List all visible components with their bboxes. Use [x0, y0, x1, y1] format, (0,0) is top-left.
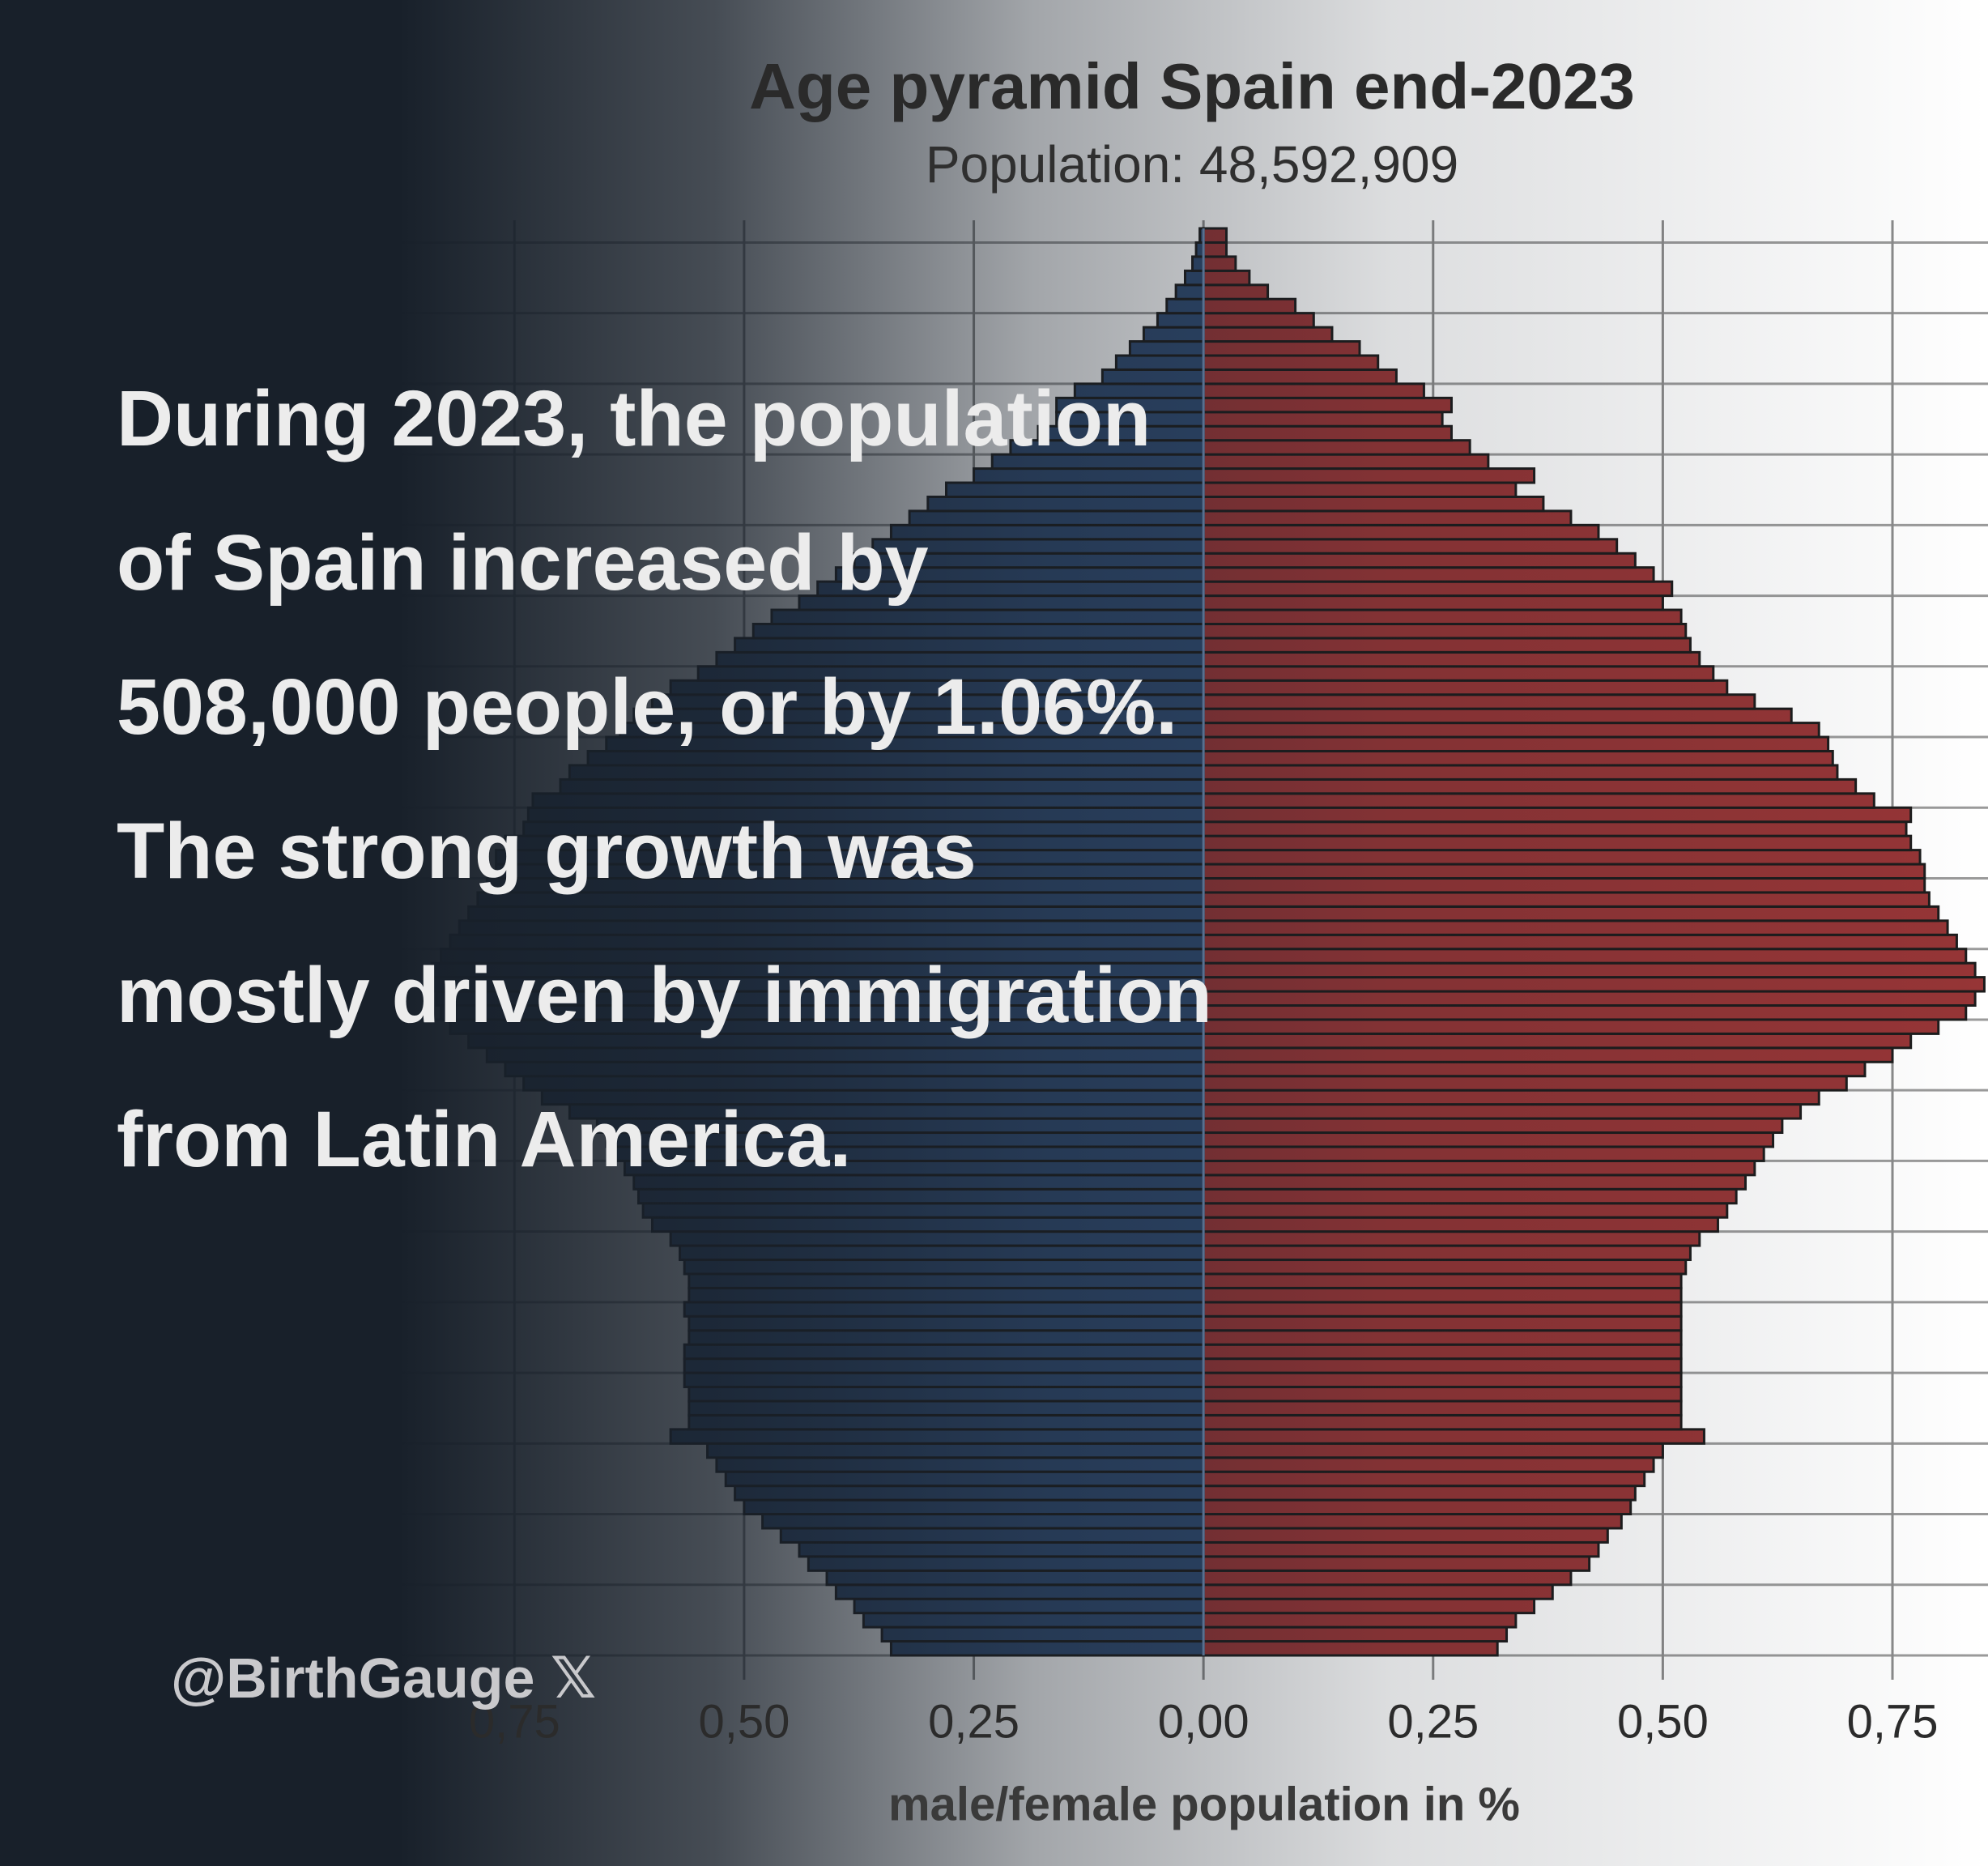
- x-tick-label: 0,50: [698, 1695, 790, 1748]
- x-tick-label: 0,25: [1387, 1695, 1479, 1748]
- x-tick-label: 0,75: [1847, 1695, 1939, 1748]
- x-axis-label: male/female population in %: [888, 1778, 1520, 1830]
- watermark: @BirthGauge 𝕏: [171, 1647, 597, 1710]
- annotation: During 2023, the population of Spain inc…: [117, 347, 1234, 1212]
- x-tick-label: 0,75: [469, 1695, 560, 1748]
- x-tick-label: 0,25: [928, 1695, 1020, 1748]
- chart-title: Age pyramid Spain end-2023: [749, 50, 1635, 122]
- annotation-sentence: During 2023, the population of Spain inc…: [117, 374, 1178, 751]
- chart-subtitle: Population: 48,592,909: [926, 135, 1458, 194]
- x-tick-label: 0,00: [1158, 1695, 1249, 1748]
- annotation-sentence: The strong growth was mostly driven by i…: [117, 807, 1212, 1183]
- x-tick-label: 0,50: [1617, 1695, 1709, 1748]
